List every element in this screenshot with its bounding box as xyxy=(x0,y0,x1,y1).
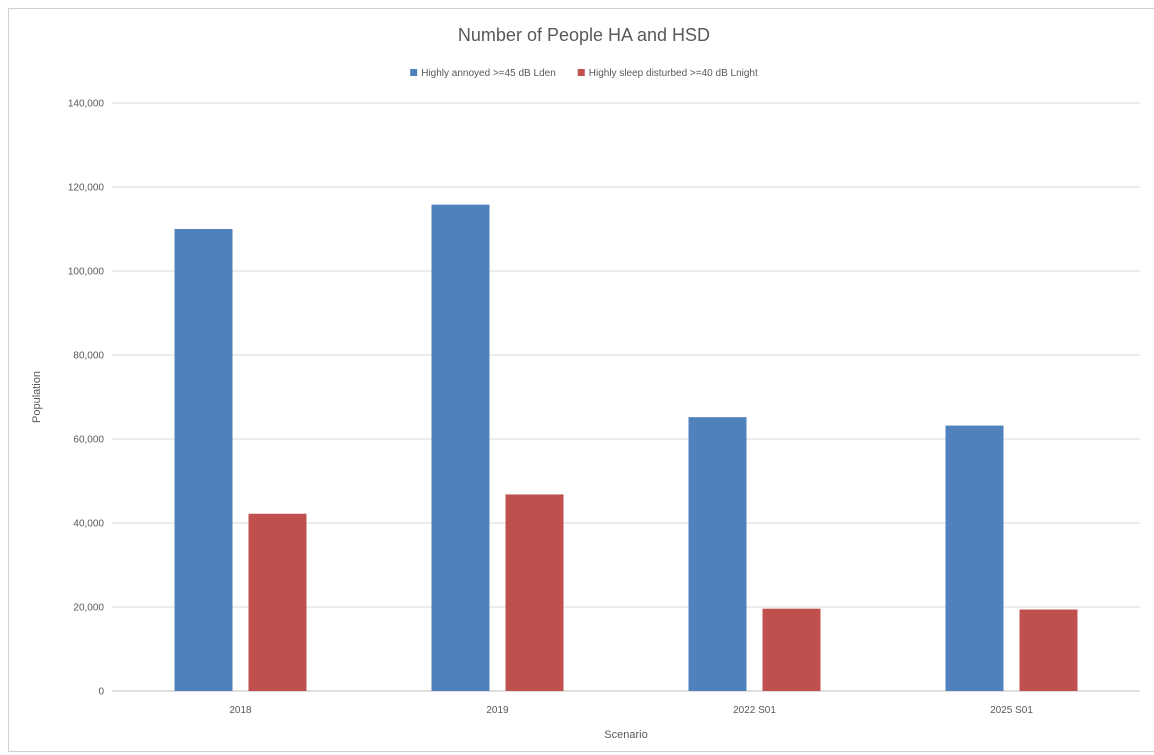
y-tick-label: 80,000 xyxy=(73,351,104,362)
legend-label-highly-annoyed: Highly annoyed >=45 dB Lden xyxy=(421,68,556,79)
y-tick-label: 100,000 xyxy=(68,267,105,278)
y-tick-label: 20,000 xyxy=(73,603,104,614)
x-tick-labels: 2018 2019 2022 S01 2025 S01 xyxy=(229,705,1033,716)
y-tick-label: 140,000 xyxy=(68,99,105,110)
bar-2019-series-2 xyxy=(505,494,564,691)
y-tick-label: 120,000 xyxy=(68,183,105,194)
x-tick-label: 2019 xyxy=(486,705,509,716)
chart-title: Number of People HA and HSD xyxy=(458,25,710,45)
bar-2022-s01-series-2 xyxy=(762,608,821,691)
bar-2019-series-1 xyxy=(431,204,490,691)
y-tick-label: 60,000 xyxy=(73,435,104,446)
bar-2025-s01-series-2 xyxy=(1019,609,1078,691)
bars xyxy=(174,204,1078,691)
x-tick-label: 2022 S01 xyxy=(733,705,776,716)
legend-swatch-highly-annoyed xyxy=(410,69,418,76)
y-axis-title: Population xyxy=(31,371,43,423)
bar-2025-s01-series-1 xyxy=(945,425,1004,691)
bar-2022-s01-series-1 xyxy=(688,417,747,691)
legend-swatch-highly-sleep-disturbed xyxy=(577,69,585,76)
x-tick-label: 2018 xyxy=(229,705,252,716)
bar-2018-series-1 xyxy=(174,229,233,691)
x-axis-title: Scenario xyxy=(604,729,647,741)
x-tick-label: 2025 S01 xyxy=(990,705,1033,716)
legend-label-highly-sleep-disturbed: Highly sleep disturbed >=40 dB Lnight xyxy=(589,68,758,79)
bar-2018-series-2 xyxy=(248,513,307,691)
y-tick-labels: 0 20,000 40,000 60,000 80,000 100,000 120,000 1… xyxy=(68,99,105,698)
legend: Highly annoyed >=45 dB Lden Highly sleep… xyxy=(410,68,758,79)
y-tick-label: 0 xyxy=(98,687,104,698)
y-tick-label: 40,000 xyxy=(73,519,104,530)
